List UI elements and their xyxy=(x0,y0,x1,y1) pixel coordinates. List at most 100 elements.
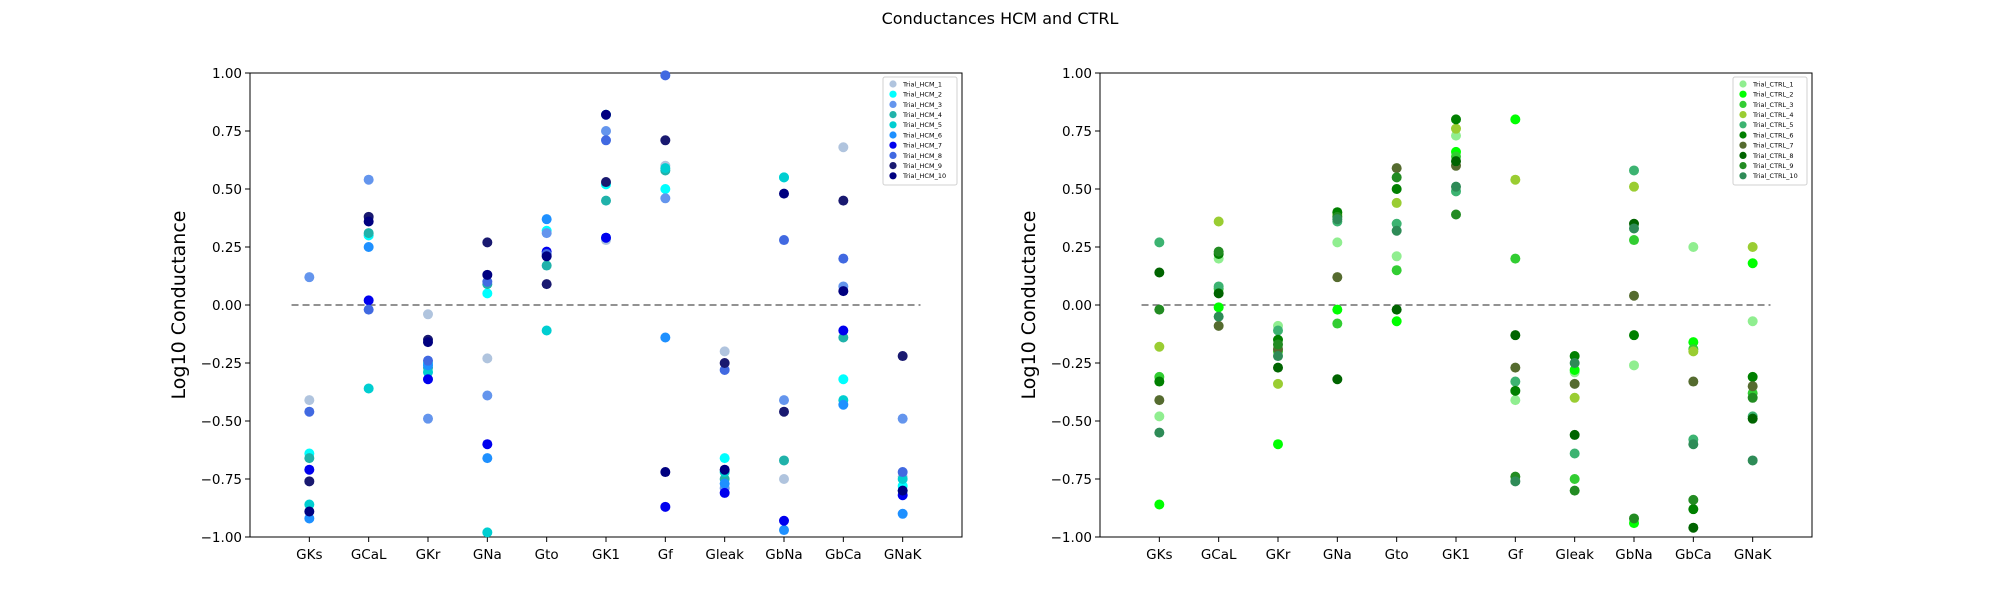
ctrl-data-point xyxy=(1569,485,1580,496)
hcm-data-point xyxy=(838,325,849,336)
hcm-ytick-label: 0.75 xyxy=(212,124,242,140)
hcm-data-point xyxy=(541,214,552,225)
hcm-legend-marker xyxy=(889,111,897,119)
ctrl-data-point xyxy=(1451,209,1461,220)
hcm-legend-marker xyxy=(889,162,897,170)
hcm-data-point xyxy=(363,383,374,394)
hcm-data-point xyxy=(660,163,671,174)
hcm-data-point xyxy=(363,174,374,185)
hcm-data-point xyxy=(719,464,730,475)
ctrl-legend-marker xyxy=(1739,141,1747,149)
ctrl-xtick-label: GNaK xyxy=(1734,547,1773,563)
ctrl-xtick-label: Gf xyxy=(1508,547,1524,563)
ctrl-data-point xyxy=(1273,378,1283,389)
hcm-data-point xyxy=(304,395,315,406)
ctrl-data-point xyxy=(1747,392,1758,403)
ctrl-legend-marker xyxy=(1739,80,1747,88)
ctrl-data-point xyxy=(1154,376,1165,387)
ctrl-ytick-label: 0.00 xyxy=(1062,298,1092,314)
hcm-data-point xyxy=(719,453,730,464)
ctrl-data-point xyxy=(1629,165,1639,176)
hcm-data-point xyxy=(601,135,611,146)
ctrl-data-point xyxy=(1569,364,1580,375)
hcm-data-point xyxy=(838,195,849,206)
hcm-data-point xyxy=(838,253,849,264)
ctrl-legend-label: Trial_CTRL_6 xyxy=(1752,131,1794,139)
hcm-legend-marker xyxy=(889,100,897,108)
hcm-data-point xyxy=(363,216,374,227)
ctrl-legend-marker xyxy=(1739,121,1747,129)
hcm-data-point xyxy=(304,476,315,487)
ctrl-legend-label: Trial_CTRL_5 xyxy=(1752,121,1794,129)
hcm-data-point xyxy=(719,358,730,368)
hcm-data-point xyxy=(304,499,315,510)
hcm-ytick-label: 1.00 xyxy=(212,66,242,82)
hcm-data-point xyxy=(838,286,849,297)
ctrl-ytick-label: 0.50 xyxy=(1062,182,1092,198)
ctrl-data-point xyxy=(1688,522,1699,533)
hcm-data-point xyxy=(423,309,433,320)
ctrl-data-point xyxy=(1154,237,1165,248)
ctrl-data-point xyxy=(1332,237,1343,248)
ctrl-xtick-label: GbCa xyxy=(1675,547,1712,563)
hcm-data-point xyxy=(897,474,908,484)
hcm-ytick-label: −0.50 xyxy=(201,414,242,430)
ctrl-data-point xyxy=(1391,304,1402,315)
hcm-legend-label: Trial_HCM_7 xyxy=(902,142,942,150)
ctrl-ytick-label: 0.75 xyxy=(1062,124,1092,140)
ctrl-data-point xyxy=(1747,413,1758,424)
ctrl-data-point xyxy=(1510,174,1521,185)
ctrl-data-point xyxy=(1510,376,1521,387)
ctrl-data-point xyxy=(1688,439,1699,450)
ctrl-data-point xyxy=(1332,318,1343,329)
hcm-data-point xyxy=(601,232,611,243)
ctrl-legend-label: Trial_CTRL_10 xyxy=(1752,172,1798,180)
ctrl-data-point xyxy=(1688,346,1699,357)
ctrl-data-point xyxy=(1451,156,1461,167)
hcm-data-point xyxy=(482,439,493,450)
ctrl-legend-label: Trial_CTRL_3 xyxy=(1752,101,1794,109)
hcm-legend-label: Trial_HCM_3 xyxy=(902,101,942,109)
ctrl-data-point xyxy=(1391,218,1402,229)
ctrl-data-point xyxy=(1154,499,1165,510)
hcm-xtick-label: GbCa xyxy=(825,547,862,563)
ctrl-data-point xyxy=(1747,455,1758,466)
hcm-legend-label: Trial_HCM_8 xyxy=(902,152,942,160)
hcm-xtick-label: Gto xyxy=(535,547,559,563)
ctrl-data-point xyxy=(1273,339,1283,350)
hcm-legend-marker xyxy=(889,121,897,129)
ctrl-data-point xyxy=(1510,395,1521,406)
hcm-data-point xyxy=(779,235,789,246)
hcm-legend-label: Trial_HCM_2 xyxy=(902,91,942,99)
ctrl-data-point xyxy=(1391,172,1402,183)
hcm-data-point xyxy=(838,399,849,410)
hcm-data-point xyxy=(482,453,493,464)
hcm-panel: −1.00 −0.75 −0.50 −0.25 0.00 0.25 0.50 0.75 1.00… xyxy=(168,66,963,563)
ctrl-data-point xyxy=(1569,351,1580,362)
ctrl-data-point xyxy=(1569,358,1580,368)
ctrl-data-point xyxy=(1569,448,1580,459)
ctrl-data-point xyxy=(1688,504,1699,515)
hcm-data-point xyxy=(779,515,789,526)
ctrl-data-point xyxy=(1688,376,1699,387)
hcm-data-point xyxy=(541,251,552,262)
ctrl-data-point xyxy=(1391,225,1402,236)
hcm-data-point xyxy=(838,142,849,153)
hcm-data-point xyxy=(779,455,789,466)
hcm-legend-label: Trial_HCM_6 xyxy=(902,131,942,139)
hcm-legend-marker xyxy=(889,141,897,149)
hcm-data-point xyxy=(482,353,493,364)
hcm-data-point xyxy=(719,478,730,489)
ctrl-data-point xyxy=(1747,371,1758,382)
hcm-data-point xyxy=(660,193,671,204)
ctrl-data-point xyxy=(1688,337,1699,348)
hcm-data-point xyxy=(423,337,433,348)
hcm-data-point xyxy=(423,355,433,366)
hcm-xtick-label: GNa xyxy=(473,547,502,563)
ctrl-data-point xyxy=(1688,242,1699,252)
ctrl-legend-label: Trial_CTRL_9 xyxy=(1752,162,1794,170)
ctrl-data-point xyxy=(1154,395,1165,406)
ctrl-legend-label: Trial_CTRL_2 xyxy=(1752,91,1794,99)
ctrl-xtick-label: Gleak xyxy=(1555,547,1594,563)
hcm-data-point xyxy=(363,228,374,239)
